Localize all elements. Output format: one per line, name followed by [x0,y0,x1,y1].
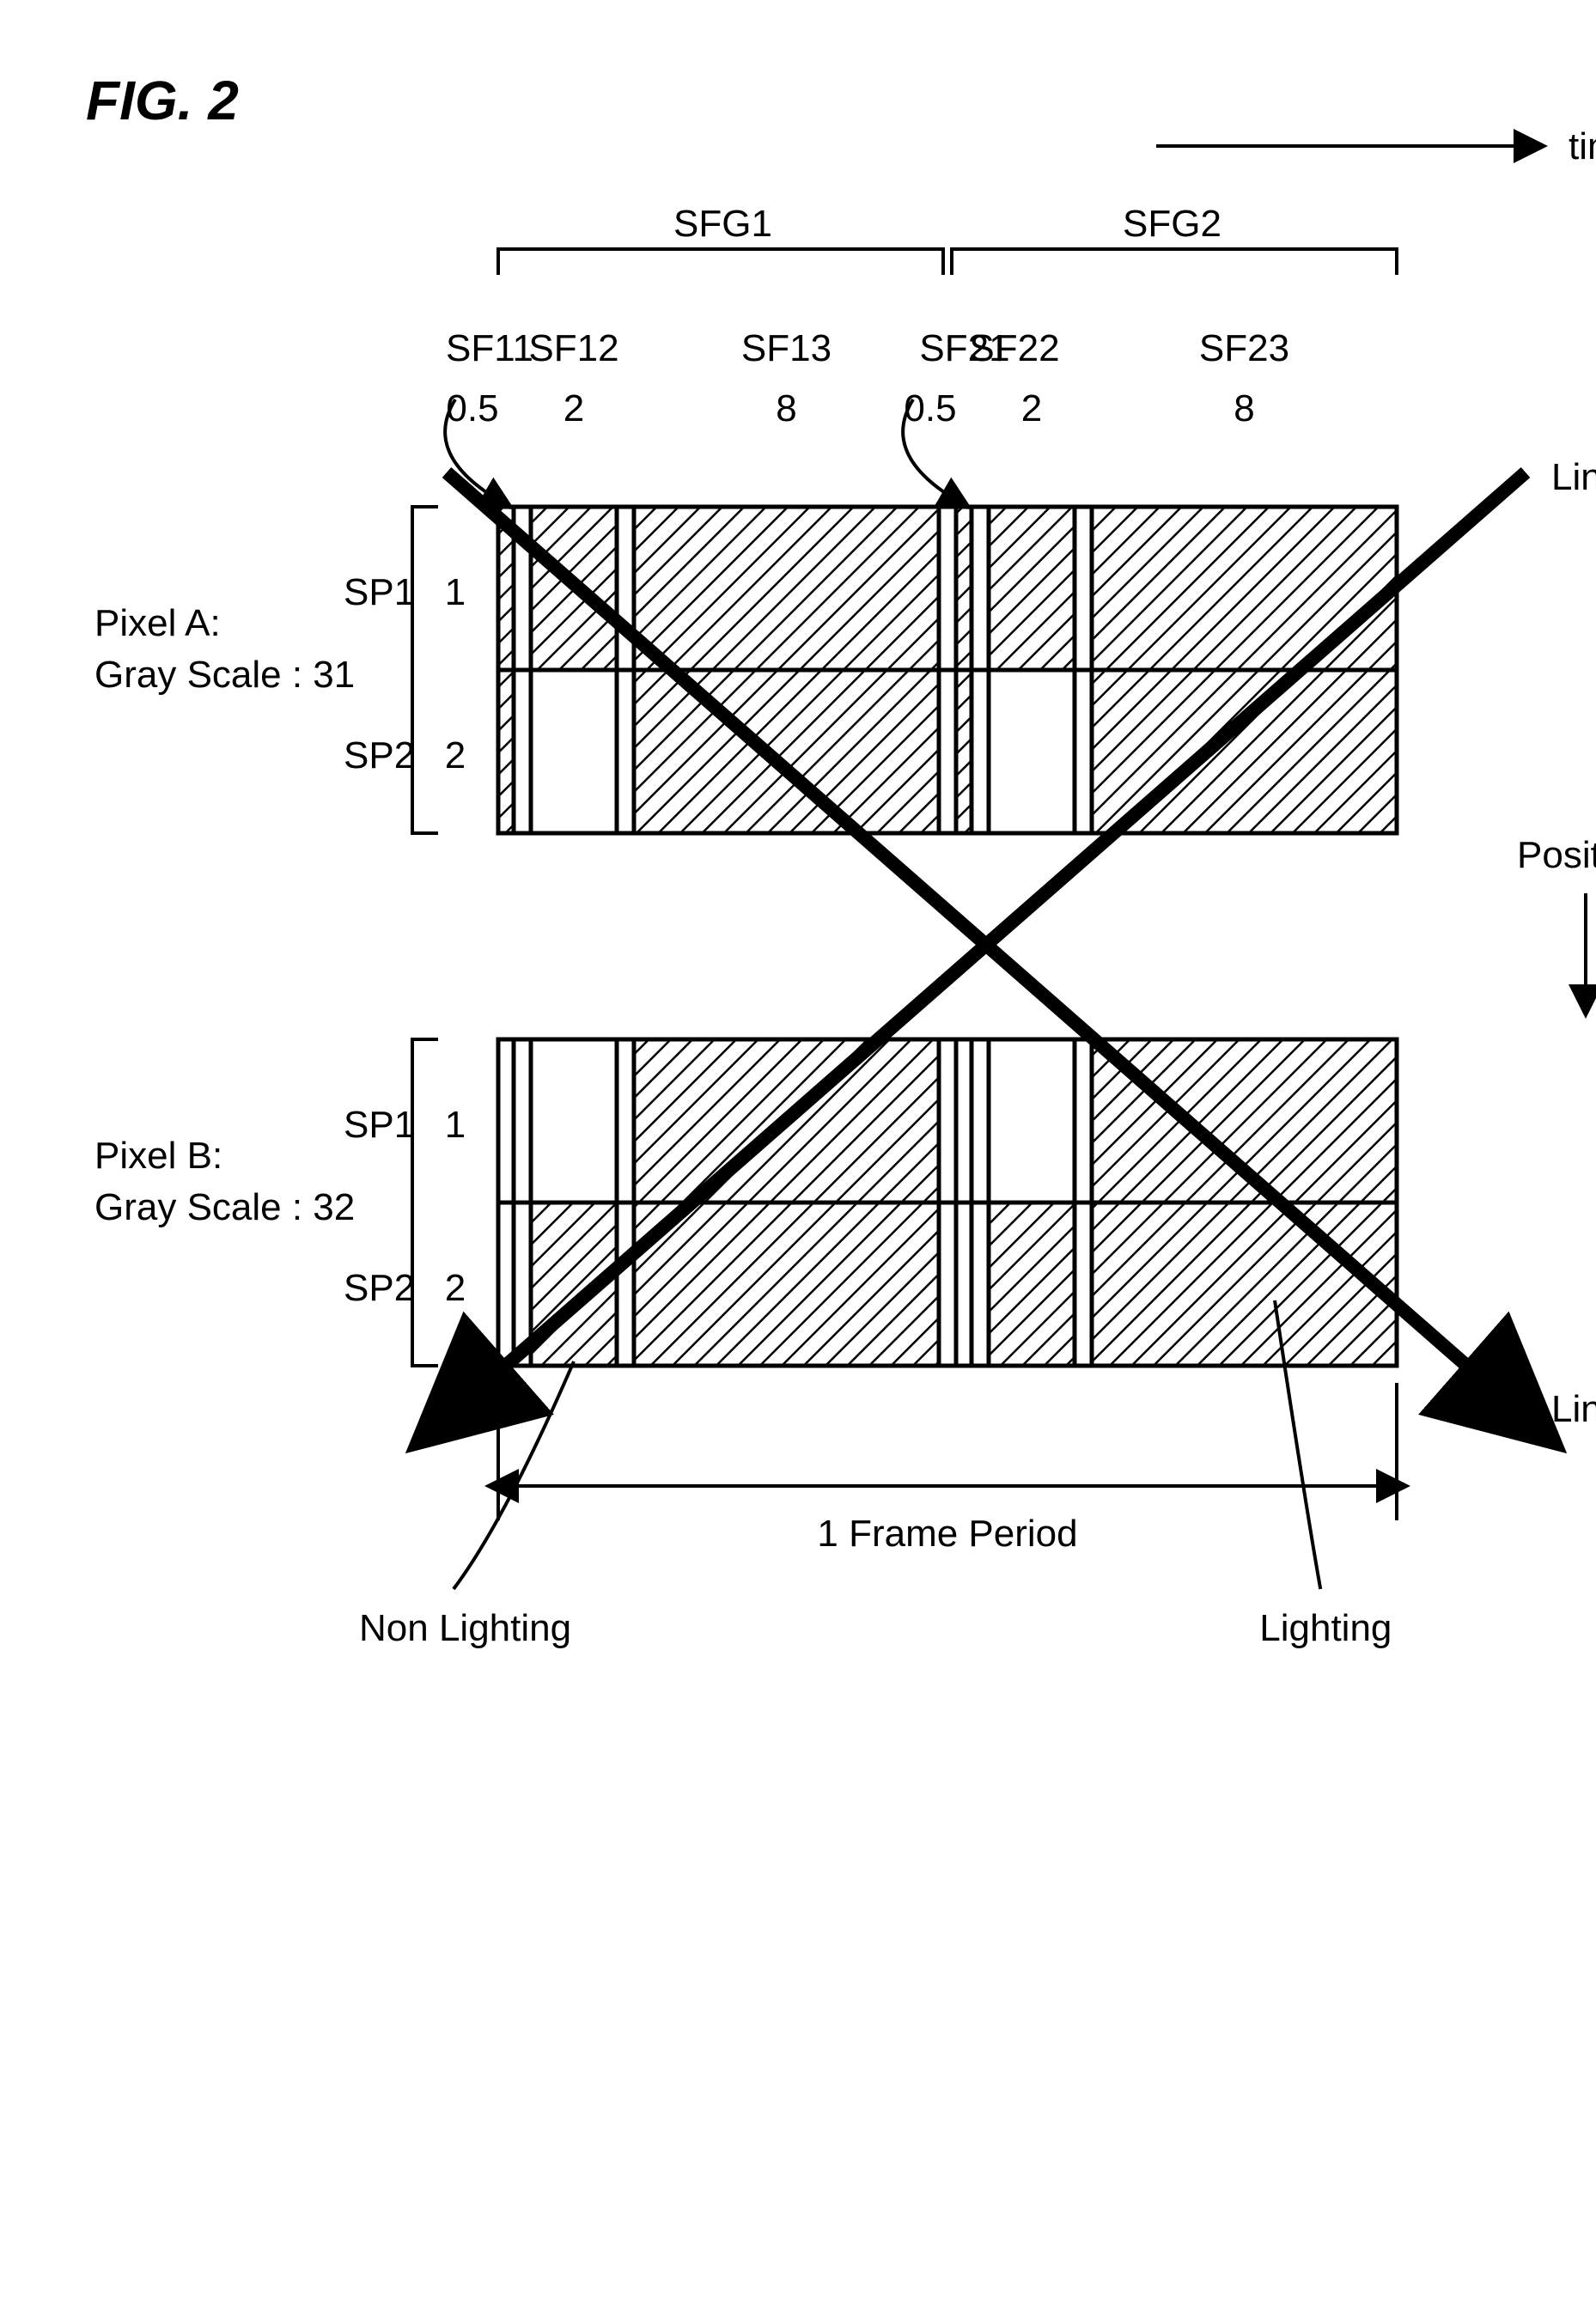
svg-text:SP2: SP2 [344,734,415,776]
svg-text:Line of Sight: Line of Sight [1551,1388,1596,1430]
svg-text:2: 2 [445,734,466,776]
svg-text:SF12: SF12 [528,327,618,369]
svg-text:1: 1 [445,571,466,613]
svg-text:0.5: 0.5 [904,387,956,429]
pixel-a-name: Pixel A: [94,602,221,644]
pixel-a-gray: Gray Scale : 31 [94,654,355,696]
svg-text:SF11: SF11 [446,327,533,369]
svg-text:SF13: SF13 [741,327,832,369]
svg-text:2: 2 [445,1267,466,1309]
svg-text:time: time [1569,125,1596,167]
svg-text:1 Frame Period: 1 Frame Period [817,1513,1077,1555]
svg-text:Non Lighting: Non Lighting [359,1607,571,1649]
svg-text:8: 8 [776,387,796,429]
svg-text:SP2: SP2 [344,1267,415,1309]
svg-text:2: 2 [1021,387,1042,429]
svg-text:SFG2: SFG2 [1123,203,1221,245]
svg-text:0.5: 0.5 [446,387,498,429]
svg-text:Position: Position [1517,834,1596,876]
svg-text:Lighting: Lighting [1259,1607,1392,1649]
svg-text:SF22: SF22 [969,327,1059,369]
timing-diagram: Pixel A: Gray Scale : 31 Pixel B: Gray Scal… [34,34,1596,2274]
svg-text:8: 8 [1234,387,1254,429]
svg-text:SFG1: SFG1 [673,203,772,245]
svg-text:SP1: SP1 [344,1104,415,1146]
pixel-b-name: Pixel B: [94,1135,222,1177]
pixel-b-gray: Gray Scale : 32 [94,1186,355,1228]
svg-text:1: 1 [445,1104,466,1146]
svg-text:Line of Sight: Line of Sight [1551,456,1596,498]
svg-text:2: 2 [563,387,584,429]
svg-text:SP1: SP1 [344,571,415,613]
svg-text:SF23: SF23 [1199,327,1289,369]
